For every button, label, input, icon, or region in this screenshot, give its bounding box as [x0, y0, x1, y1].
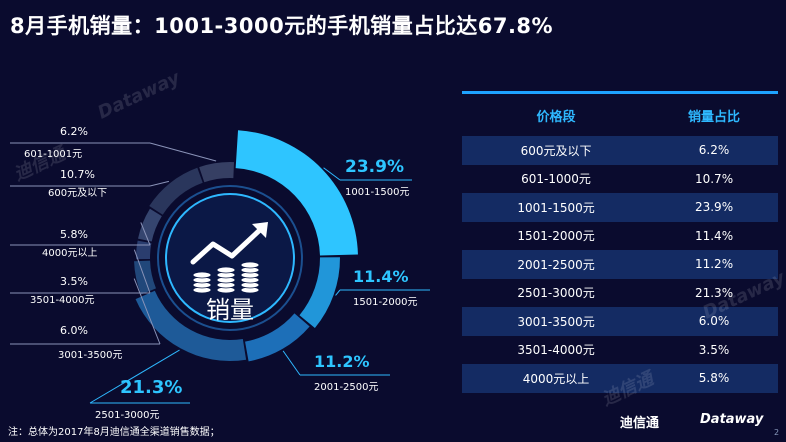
- slice-value-label: 6.0%: [60, 324, 88, 337]
- slice-category-label: 1501-2000元: [353, 297, 418, 308]
- share-cell: 23.9%: [650, 193, 778, 222]
- donut-slice: [245, 313, 310, 362]
- footnote: 注：总体为2017年8月迪信通全渠道销售数据；: [8, 427, 220, 438]
- slice-value-label: 5.8%: [60, 228, 88, 241]
- table-row: 1501-2000元 11.4%: [462, 221, 778, 250]
- share-cell: 6.2%: [650, 136, 778, 165]
- price-range-cell: 600元及以下: [462, 136, 651, 165]
- slice-category-label: 600元及以下: [48, 187, 107, 199]
- slice-value-label: 6.2%: [60, 125, 88, 138]
- leader-line: [133, 249, 151, 294]
- leader-line: [335, 289, 341, 296]
- slice-value-label: 10.7%: [60, 168, 95, 181]
- leader-line: [149, 180, 170, 187]
- table-header-price: 价格段: [536, 109, 576, 125]
- price-range-cell: 2001-2500元: [462, 250, 651, 279]
- leader-line: [282, 350, 301, 376]
- leader-line: [149, 142, 217, 162]
- trend-arrow-icon: [190, 225, 265, 265]
- share-cell: 5.8%: [650, 364, 778, 393]
- slice-value-label: 23.9%: [345, 157, 404, 177]
- donut-slice: [299, 257, 340, 328]
- donut-slice: [199, 162, 235, 183]
- coin-icon: [216, 266, 236, 274]
- table-row: 2501-3000元 21.3%: [462, 278, 778, 307]
- slice-value-label: 21.3%: [120, 377, 182, 398]
- slice-value-label: 11.2%: [314, 352, 370, 371]
- leader-line: [89, 349, 180, 404]
- donut-slice: [135, 290, 247, 361]
- dataway-logo: Dataway: [700, 412, 764, 427]
- dphone-logo: 迪信通: [620, 416, 660, 431]
- page-number: 2: [774, 428, 780, 437]
- coin-icon: [192, 271, 212, 279]
- table-row: 600元及以下 6.2%: [462, 136, 778, 165]
- sales-share-table: 价格段 销量占比 600元及以下 6.2% 601-1000元 10.7% 1001-1…: [462, 91, 778, 393]
- price-range-cell: 3001-3500元: [462, 307, 651, 336]
- table-row: 2001-2500元 11.2%: [462, 250, 778, 279]
- table-row: 3001-3500元 6.0%: [462, 307, 778, 336]
- price-range-cell: 2501-3000元: [462, 278, 651, 307]
- table-row: 1001-1500元 23.9%: [462, 193, 778, 222]
- share-cell: 11.2%: [650, 250, 778, 279]
- price-range-cell: 1001-1500元: [462, 193, 651, 222]
- table-row: 4000元以上 5.8%: [462, 364, 778, 393]
- slice-category-label: 4000元以上: [42, 247, 97, 259]
- slice-category-label: 3001-3500元: [58, 350, 123, 361]
- share-cell: 3.5%: [650, 335, 778, 364]
- slice-category-label: 3501-4000元: [30, 295, 95, 306]
- leader-line: [133, 278, 161, 345]
- leader-line: [140, 222, 151, 246]
- slice-category-label: 601-1001元: [24, 149, 82, 160]
- price-range-cell: 1501-2000元: [462, 221, 651, 250]
- price-range-cell: 3501-4000元: [462, 335, 651, 364]
- slice-category-label: 2001-2500元: [314, 382, 379, 393]
- arrow-head-icon: [252, 222, 268, 238]
- share-cell: 21.3%: [650, 278, 778, 307]
- share-cell: 10.7%: [650, 164, 778, 193]
- inner-ring: [157, 185, 303, 331]
- slice-category-label: 1001-1500元: [345, 187, 410, 198]
- donut-slice: [134, 260, 156, 295]
- donut-slice: [235, 130, 358, 256]
- share-cell: 11.4%: [650, 221, 778, 250]
- share-cell: 6.0%: [650, 307, 778, 336]
- donut-slice: [149, 167, 203, 215]
- price-range-cell: 4000元以上: [462, 364, 651, 393]
- leader-line: [323, 167, 341, 181]
- donut-slice: [138, 208, 162, 242]
- price-range-cell: 601-1000元: [462, 164, 651, 193]
- slice-value-label: 11.4%: [353, 267, 409, 286]
- table-header-share: 销量占比: [688, 109, 741, 125]
- page-title: 8月手机销量：1001-3000元的手机销量占比达67.8%: [10, 14, 554, 38]
- slice-category-label: 2501-3000元: [95, 410, 160, 421]
- center-label: 销量: [206, 296, 254, 324]
- slice-value-label: 3.5%: [60, 275, 88, 288]
- table-row: 3501-4000元 3.5%: [462, 335, 778, 364]
- table-row: 601-1000元 10.7%: [462, 164, 778, 193]
- coin-icon: [240, 261, 260, 269]
